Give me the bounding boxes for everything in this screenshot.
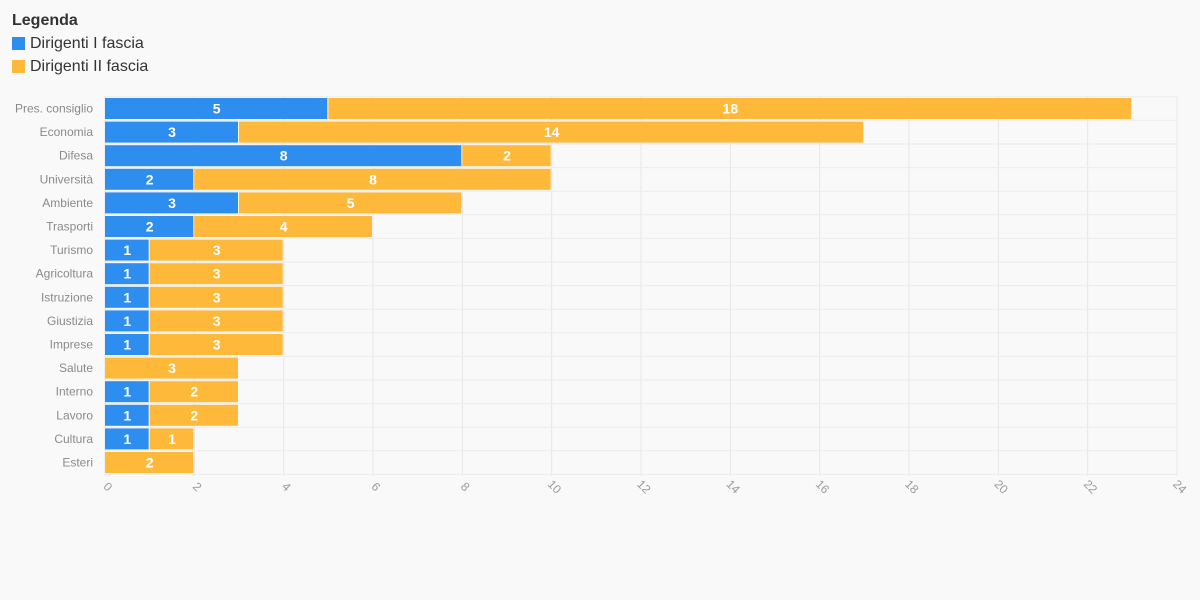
x-tick-label: 22: [1081, 477, 1101, 497]
data-label: 3: [168, 124, 176, 140]
x-tick-label: 0: [101, 479, 116, 494]
x-tick-label: 20: [991, 477, 1011, 497]
data-label: 2: [146, 171, 154, 187]
data-label: 2: [503, 148, 511, 164]
x-tick-label: 6: [369, 479, 384, 494]
bar-segment: [105, 357, 238, 379]
legend-swatch-orange: [12, 60, 25, 73]
data-label: 3: [213, 313, 221, 329]
data-label: 2: [146, 219, 154, 235]
bar-segment: [149, 334, 283, 355]
category-label: Turismo: [50, 243, 93, 257]
category-label: Agricoltura: [36, 267, 94, 281]
bar-segment: [105, 239, 149, 261]
category-label: Interno: [56, 385, 94, 399]
bar-segment: [239, 121, 864, 143]
data-label: 2: [146, 455, 154, 471]
bar-segment: [105, 192, 238, 214]
data-label: 3: [213, 266, 221, 282]
bar-segment: [105, 168, 194, 190]
bar-segment: [105, 263, 149, 285]
data-label: 3: [168, 195, 176, 211]
category-label: Difesa: [59, 149, 93, 163]
legend-label: Dirigenti I fascia: [30, 34, 144, 52]
x-tick-label: 14: [723, 477, 743, 497]
data-label: 3: [213, 289, 221, 305]
legend-swatch-blue: [12, 37, 25, 50]
data-label: 1: [123, 266, 131, 282]
bar-segment: [105, 121, 238, 143]
x-tick-label: 18: [902, 477, 922, 497]
bar-segment: [105, 310, 149, 332]
data-label: 3: [168, 360, 176, 376]
bar-segment: [149, 263, 283, 285]
data-label: 8: [280, 148, 288, 164]
data-label: 18: [723, 101, 739, 117]
category-label: Esteri: [62, 456, 93, 470]
data-label: 5: [213, 101, 221, 117]
category-label: Lavoro: [56, 408, 93, 422]
bar-segment: [105, 452, 194, 473]
bar-segment: [149, 310, 283, 332]
legend-title: Legenda: [12, 12, 78, 29]
data-label: 3: [213, 337, 221, 353]
category-label: Trasporti: [46, 220, 93, 234]
bar-segment: [105, 404, 149, 426]
bar-segment: [239, 192, 462, 214]
data-label: 1: [168, 431, 176, 447]
legend: Legenda Dirigenti I fascia Dirigenti II …: [12, 12, 148, 78]
x-tick-label: 10: [545, 477, 565, 497]
bar-segment: [194, 216, 372, 237]
data-label: 4: [280, 219, 288, 235]
legend-item-dirigenti-ii-fascia: Dirigenti II fascia: [12, 55, 148, 78]
category-label: Istruzione: [41, 290, 93, 304]
data-label: 1: [123, 407, 131, 423]
data-label: 1: [123, 384, 131, 400]
bar-segment: [105, 334, 149, 355]
bar-segment: [105, 428, 149, 450]
data-label: 14: [544, 124, 560, 140]
data-label: 5: [347, 195, 355, 211]
x-tick-label: 12: [634, 477, 654, 497]
data-label: 1: [123, 289, 131, 305]
bar-segment: [149, 239, 283, 261]
category-label: Giustizia: [47, 314, 93, 328]
bar-segment: [149, 404, 238, 426]
bar-segment: [328, 98, 1132, 119]
bar-segment: [149, 286, 283, 308]
x-tick-label: 24: [1170, 477, 1190, 497]
category-label: Imprese: [50, 338, 94, 352]
bar-segment: [105, 286, 149, 308]
data-label: 8: [369, 171, 377, 187]
category-label: Economia: [40, 125, 94, 139]
category-label: Ambiente: [42, 196, 93, 210]
legend-item-dirigenti-i-fascia: Dirigenti I fascia: [12, 32, 148, 55]
category-label: Università: [40, 172, 94, 186]
category-label: Pres. consiglio: [15, 102, 93, 116]
x-tick-label: 2: [190, 479, 205, 494]
bar-segment: [149, 381, 238, 403]
legend-label: Dirigenti II fascia: [30, 57, 149, 75]
x-tick-label: 4: [279, 479, 294, 494]
data-label: 1: [123, 242, 131, 258]
bar-segment: [149, 428, 194, 450]
bar-segment: [462, 145, 551, 167]
data-label: 1: [123, 431, 131, 447]
category-label: Cultura: [54, 432, 93, 446]
data-label: 3: [213, 242, 221, 258]
bar-segment: [105, 98, 328, 119]
data-label: 1: [123, 337, 131, 353]
bar-segment: [105, 216, 194, 237]
x-tick-label: 8: [458, 479, 473, 494]
bar-segment: [194, 168, 551, 190]
data-label: 1: [123, 313, 131, 329]
bar-segment: [105, 145, 462, 167]
bar-segment: [105, 381, 149, 403]
data-label: 2: [190, 384, 198, 400]
category-label: Salute: [59, 361, 93, 375]
data-label: 2: [190, 407, 198, 423]
x-tick-label: 16: [813, 477, 833, 497]
